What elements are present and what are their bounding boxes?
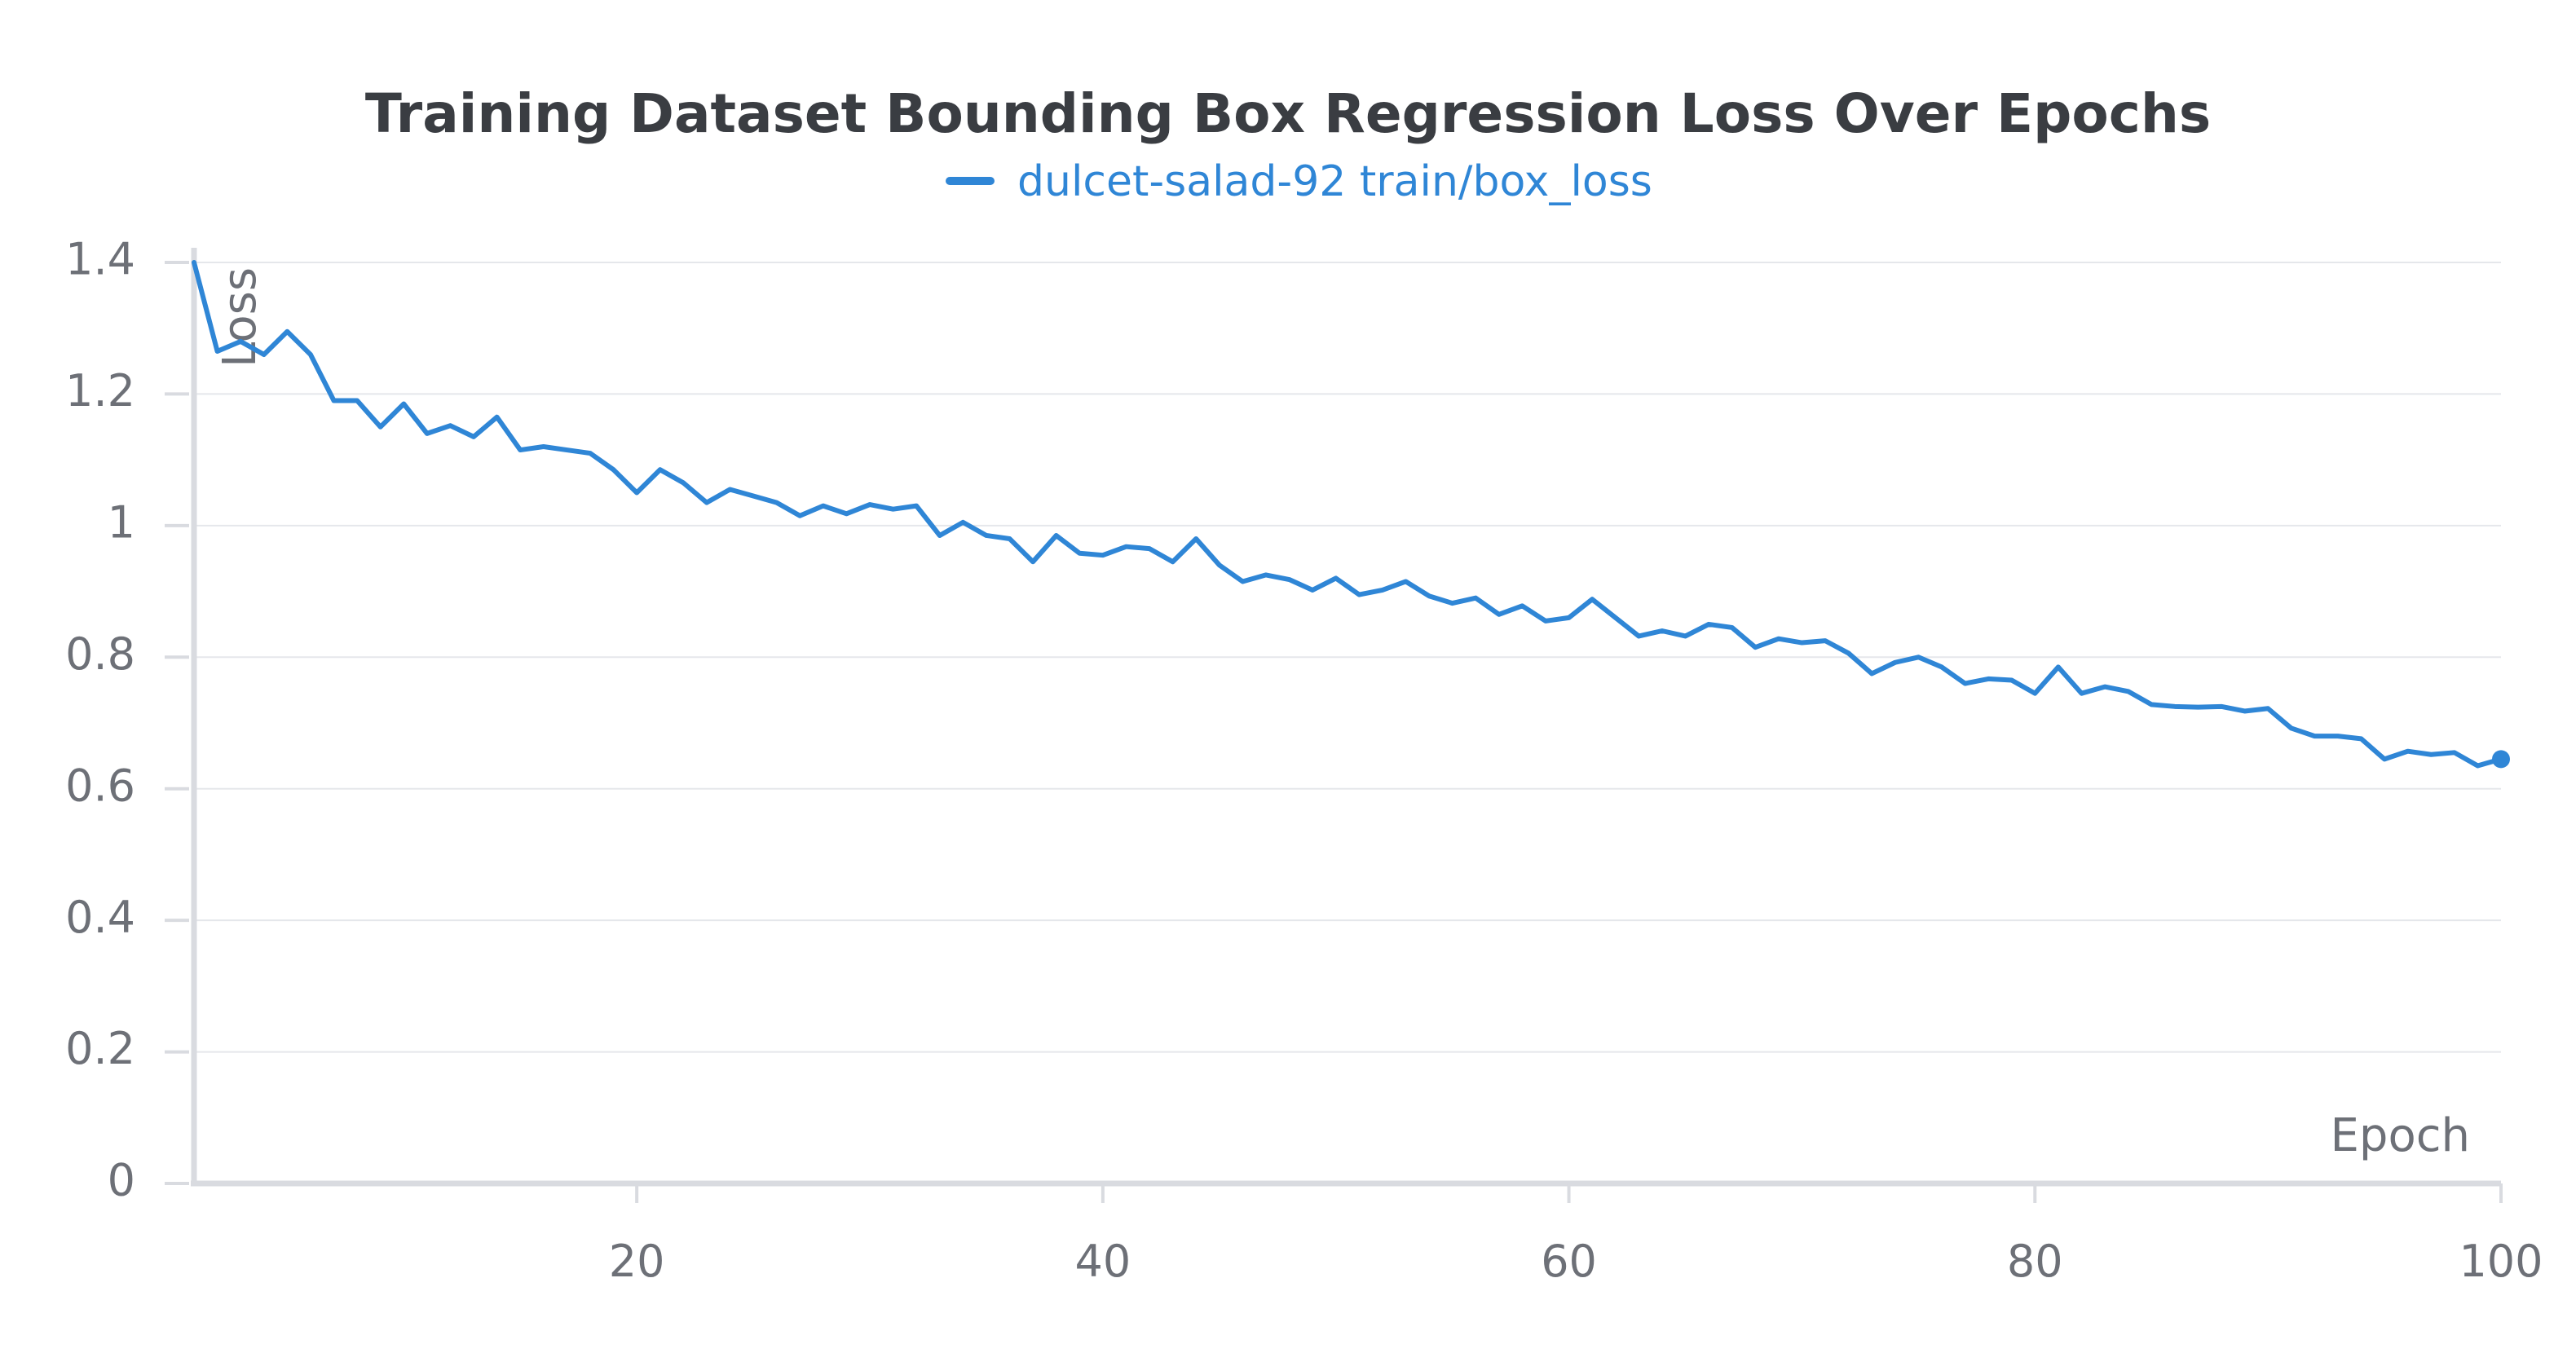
series-endpoint xyxy=(2492,750,2510,769)
y-tick-label: 0.6 xyxy=(65,760,135,811)
x-axis-label: Epoch xyxy=(2331,1109,2470,1162)
y-tick-label: 1.4 xyxy=(65,234,135,285)
grid-lines xyxy=(194,262,2501,1053)
chart-legend: dulcet-salad-92 train/box_loss xyxy=(946,157,1652,206)
x-tick-label: 80 xyxy=(2007,1236,2063,1287)
y-tick-label: 0.8 xyxy=(65,628,135,680)
x-tick-label: 20 xyxy=(609,1236,665,1287)
x-tick-labels: 20 40 60 80 100 xyxy=(609,1236,2543,1287)
y-tick-label: 0.2 xyxy=(65,1023,135,1074)
series-line-train-box-loss xyxy=(192,260,2503,769)
y-tick-label: 0.4 xyxy=(65,892,135,943)
y-tick-label: 0 xyxy=(108,1155,135,1206)
x-tick-label: 100 xyxy=(2459,1236,2543,1287)
y-tick-label: 1 xyxy=(108,496,135,548)
legend-label: dulcet-salad-92 train/box_loss xyxy=(1017,157,1652,206)
x-tick-label: 60 xyxy=(1541,1236,1597,1287)
y-tick-label: 1.2 xyxy=(65,365,135,416)
chart-title: Training Dataset Bounding Box Regression… xyxy=(365,82,2211,145)
series-layer xyxy=(192,260,2510,769)
chart-axes xyxy=(165,248,2503,1203)
y-tick-labels: 0 0.2 0.4 0.6 0.8 1 1.2 1.4 xyxy=(65,234,135,1206)
x-tick-label: 40 xyxy=(1074,1236,1131,1287)
